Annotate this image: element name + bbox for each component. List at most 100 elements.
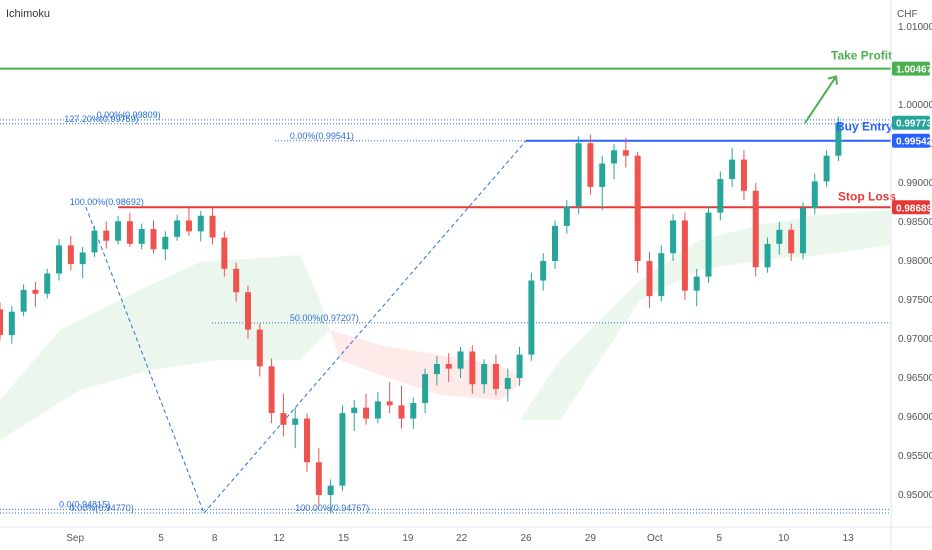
candle-body [622, 150, 629, 156]
candle [646, 251, 653, 308]
candles [0, 116, 842, 513]
candle-body [0, 309, 3, 336]
fib-label: 100.00%(0.94767) [295, 503, 369, 513]
candle-body [634, 155, 641, 261]
fib-label: 0.00%(0.94770) [70, 503, 134, 513]
candle [315, 448, 322, 507]
candle [422, 368, 429, 414]
fib-diagonal-down [85, 206, 205, 514]
candle [599, 155, 606, 211]
candle-body [658, 253, 665, 297]
candle-body [162, 236, 169, 250]
candle-body [740, 159, 747, 191]
candle [634, 151, 641, 273]
candle-body [244, 292, 251, 330]
candle [776, 222, 783, 255]
candle [185, 207, 192, 237]
candle [658, 245, 665, 302]
x-tick-label: 19 [402, 533, 414, 544]
x-tick-label: 12 [274, 533, 286, 544]
candle [492, 354, 499, 396]
y-tick-label: 0.97500 [898, 295, 932, 306]
candle-body [799, 207, 806, 254]
candle [740, 150, 747, 201]
level-lines: 127.20%(0.99759)0.00%(0.99809) 0.00%(0.99… [0, 67, 891, 514]
price-badge-bg [892, 200, 930, 215]
candle [256, 323, 263, 377]
candle-body [693, 276, 700, 291]
candle [622, 137, 629, 168]
candle-body [115, 221, 122, 241]
candle [705, 206, 712, 283]
candle [717, 171, 724, 221]
candle-body [32, 289, 39, 294]
candle-body [729, 159, 736, 180]
candle-body [540, 261, 547, 281]
candle [174, 214, 181, 241]
candle [197, 211, 204, 242]
candle [752, 183, 759, 277]
candle-body [103, 230, 110, 241]
candle-body [717, 179, 724, 213]
candle-body [44, 273, 51, 294]
candle-body [551, 225, 558, 261]
candle-body [91, 230, 98, 253]
candle [811, 173, 818, 215]
price-badge: 0.99542 [892, 133, 932, 148]
currency-label: CHF [897, 9, 918, 20]
candle [469, 345, 476, 394]
price-badge-label: 0.99773 [896, 119, 932, 130]
y-tick-label: 0.95500 [898, 451, 932, 462]
candle [799, 202, 806, 260]
fib-label: 0.00%(0.99809) [97, 110, 161, 120]
candle [221, 231, 228, 277]
candle-body [280, 413, 287, 425]
candle-body [516, 354, 523, 378]
take-profit-label: Take Profit [831, 49, 892, 63]
candle [304, 413, 311, 472]
candle-body [398, 405, 405, 419]
x-tick-label: 22 [456, 533, 468, 544]
fib-label: 127.20%(0.99759) [64, 114, 138, 124]
candle-body [457, 351, 464, 369]
candle [823, 150, 830, 187]
candle [91, 225, 98, 258]
candle-body [351, 407, 358, 414]
take-profit-arrow [804, 76, 837, 124]
candle-body [315, 462, 322, 495]
take-profit-arrowhead [827, 75, 838, 85]
candle-body [185, 220, 192, 232]
price-badge-bg [892, 115, 930, 130]
y-tick-label: 1.00000 [898, 100, 932, 111]
candle [386, 381, 393, 414]
candle [374, 392, 381, 424]
candle-body [611, 150, 618, 164]
candle-body [386, 401, 393, 406]
candle [433, 356, 440, 386]
candle [67, 236, 74, 271]
candle [670, 214, 677, 261]
candle [398, 385, 405, 429]
candle-body [363, 407, 370, 419]
price-badge-bg [892, 133, 930, 148]
candle [611, 144, 618, 180]
candle-body [575, 143, 582, 207]
candle-body [587, 143, 594, 187]
candle [327, 479, 334, 513]
candle [56, 239, 63, 281]
stop-loss-label: Stop Loss [838, 189, 896, 203]
price-badge: 0.98689 [892, 200, 932, 215]
x-tick-label: 8 [212, 533, 218, 544]
candle-body [138, 229, 145, 244]
fib-label: 50.00%(0.97207) [290, 313, 359, 323]
candle [233, 262, 240, 302]
candle [516, 346, 523, 386]
fib-label: 100.00%(0.98692) [70, 197, 144, 207]
candle-body [764, 243, 771, 268]
y-tick-label: 1.01000 [898, 22, 932, 33]
fib-label: 0.00%(0.99541) [290, 131, 354, 141]
candle [0, 302, 3, 341]
candle [8, 306, 15, 344]
